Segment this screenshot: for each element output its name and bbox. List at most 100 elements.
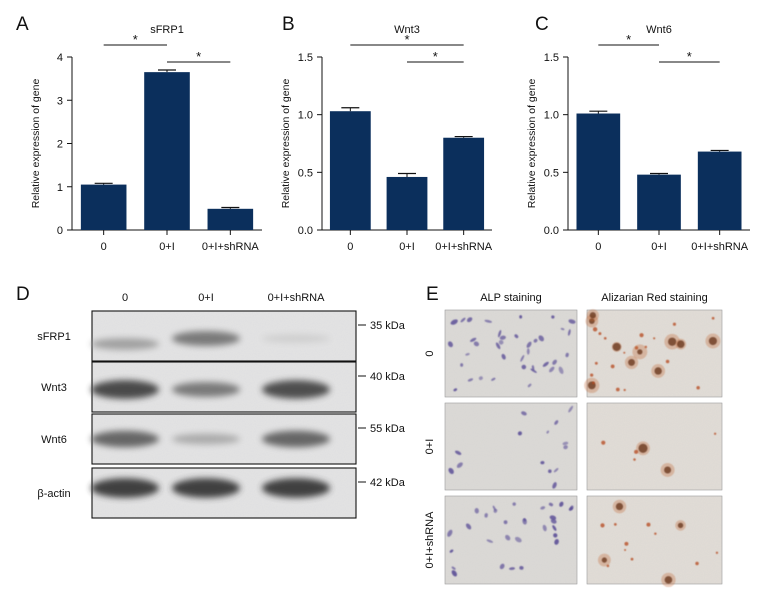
alp-stained-cell [514,536,522,543]
band [262,430,330,448]
size-label: 55 kDa [370,423,406,435]
chart-title: Wnt6 [646,24,672,36]
mineral-nodule [600,523,605,528]
mineral-nodule [624,549,627,552]
y-tick-label: 1 [57,182,63,194]
y-tick-label: 0.0 [298,225,313,237]
alp-stained-cell [552,359,557,365]
mineral-nodule [613,523,617,526]
nodule-halo [651,364,666,378]
chart-title: sFRP1 [150,24,184,36]
alp-stained-cell [519,315,523,319]
alp-stained-cell [553,468,559,473]
mineral-nodule [633,458,636,461]
alp-stained-cell [498,339,504,345]
alp-stained-cell [449,549,454,553]
alp-stained-cell [533,338,538,343]
alp-stained-cell [478,376,483,381]
bar [697,151,742,230]
alp-stained-cell [469,337,477,342]
alp-stained-cell [456,462,463,468]
mineral-nodule [654,532,657,535]
band [262,380,330,399]
x-tick-label: 0 [347,241,353,253]
x-tick-label: 0+I [399,241,415,253]
alp-stained-cell [563,445,568,450]
bar [144,72,190,230]
protein-label: sFRP1 [37,331,71,343]
nodule-halo [612,499,627,514]
staining-panel: ALP staining Alizarian Red staining 0 0+I 0+… [424,292,723,588]
mineral-nodule [634,449,639,454]
alp-stained-cell [559,501,564,507]
alp-stained-cell [465,523,472,530]
alp-stained-cell [542,524,547,532]
micrograph [444,309,578,398]
alp-stained-cell [522,518,527,525]
nodule-halo [597,553,611,567]
alp-stained-cell [554,420,559,425]
alp-stained-cell [495,342,501,350]
x-tick-label: 0+I+shRNA [435,241,493,253]
alp-stained-cell [552,525,557,531]
band [172,382,240,397]
chart-Wnt3: 0.0 0.5 1.0 1.5 Wnt3 Relative expression of g… [280,24,493,253]
blot-row-Wnt3: Wnt3 40 kDa [41,361,406,413]
significance-star: * [687,49,692,64]
nodule-halo [611,341,622,352]
panel-label-c: C [535,14,549,35]
bar [80,184,127,230]
western-blot-panel: 0 0+I 0+I+shRNA sFRP1 35 kDa Wnt3 40 kDa Wnt6 55… [37,292,406,519]
alp-stained-cell [550,518,557,524]
y-tick-label: 0.0 [544,225,559,237]
alp-stained-cell [549,366,555,373]
alp-stained-cell [484,513,488,518]
alp-stained-cell [568,405,574,413]
mineral-nodule [624,541,629,546]
panel-label-e: E [426,284,439,305]
lane-label: 0+I+shRNA [268,292,326,304]
mineral-nodule [603,336,607,340]
significance-star: * [196,49,201,64]
bar-charts: 0 1 2 3 4 sFRP1 Relative expression of gene 0 0+… [30,24,750,253]
mineral-nodule [610,364,615,369]
mineral-nodule [715,551,719,554]
micrograph [584,309,723,398]
nodule-halo [675,520,686,531]
alp-stained-cell [549,515,557,520]
mineral-nodule [695,561,699,566]
band [172,433,240,445]
y-tick-label: 0 [57,225,63,237]
significance-star: * [626,32,631,47]
y-axis-label: Relative expression of gene [280,79,292,209]
alp-stained-cell [509,567,516,571]
alp-stained-cell [526,348,530,355]
alp-stained-cell [520,354,525,362]
alp-stained-cell [473,341,480,347]
bar [637,174,681,230]
nodule-halo [661,572,676,588]
x-tick-label: 0 [595,241,601,253]
alp-stained-cell [567,329,571,336]
bar [386,176,428,230]
chart-sFRP1: 0 1 2 3 4 sFRP1 Relative expression of gene 0 0+… [30,24,262,253]
panel-label-b: B [282,14,295,35]
size-label: 42 kDa [370,477,406,489]
alp-stained-cell [491,377,496,381]
mineral-nodule [653,337,656,340]
x-tick-label: 0+I [651,241,667,253]
mineral-nodule [594,361,598,365]
staining-column-label: Alizarian Red staining [601,292,707,304]
alp-stained-cell [484,319,492,323]
alp-stained-cell [497,329,502,338]
alp-stained-cell [465,353,470,356]
protein-label: Wnt6 [41,434,67,446]
significance-star: * [133,32,138,47]
alp-stained-cell [492,505,496,511]
band [172,478,240,498]
alp-stained-cell [501,353,506,360]
alp-stained-cell [540,461,545,465]
mineral-nodule [639,333,644,338]
staining-row-label: 0+I+shRNA [424,511,436,569]
